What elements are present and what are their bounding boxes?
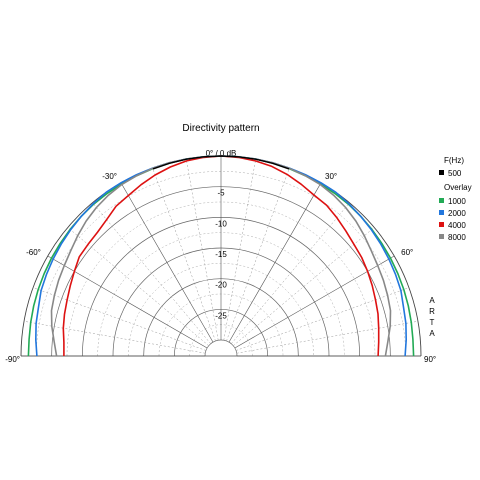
chart-title: Directivity pattern (182, 123, 259, 134)
grid-spoke (120, 182, 214, 343)
grid-spoke (231, 202, 350, 344)
angle-tick-label: 30° (325, 172, 337, 181)
radial-tick-label: -10 (215, 219, 227, 228)
legend-label: 2000 (448, 209, 466, 218)
grid-spoke (226, 167, 290, 342)
angle-tick-label: -60° (26, 248, 41, 257)
watermark-letter: A (429, 296, 435, 305)
watermark-letter: T (430, 318, 435, 327)
grid-spoke (228, 182, 322, 343)
legend-swatch (439, 222, 444, 227)
legend-swatch-reference (439, 170, 444, 175)
grid-spoke (186, 158, 219, 341)
angle-tick-labels: -90° -60° -30° 0° / 0 dB 30° 60° 90° (5, 149, 436, 364)
watermark-letter: A (429, 329, 435, 338)
grid-spoke (92, 202, 211, 344)
legend-swatch (439, 210, 444, 215)
radial-tick-label: -20 (215, 281, 227, 290)
grid-spoke (223, 158, 256, 341)
grid-spoke (235, 287, 410, 351)
radial-tick-label: -5 (217, 189, 225, 198)
grid-spoke (32, 287, 207, 351)
series-line-500 (152, 155, 290, 170)
angle-tick-label: -90° (5, 355, 20, 364)
angle-tick-label: -30° (102, 172, 117, 181)
grid-spoke (47, 255, 208, 349)
angle-tick-label: 90° (424, 355, 436, 364)
grid-spoke (233, 227, 375, 346)
legend-header: F(Hz) (444, 156, 464, 165)
legend-label-reference: 500 (448, 169, 462, 178)
grid-spoke (152, 167, 216, 342)
angle-tick-label: 60° (401, 248, 413, 257)
angle-tick-label: 0° / 0 dB (206, 149, 237, 158)
legend-label: 1000 (448, 197, 466, 206)
legend-swatch (439, 234, 444, 239)
legend-overlay-header: Overlay (444, 183, 472, 192)
grid-spoke (67, 227, 209, 346)
legend-label: 4000 (448, 221, 466, 230)
grid-spoke (23, 321, 206, 354)
watermark-letter: R (429, 307, 435, 316)
grid-spoke (234, 255, 395, 349)
radial-tick-labels: -5 -10 -15 -20 -25 (215, 189, 227, 321)
radial-tick-label: -15 (215, 250, 227, 259)
radial-tick-label: -25 (215, 311, 227, 320)
legend-label: 8000 (448, 233, 466, 242)
series-curves (27, 155, 415, 357)
legend-swatch (439, 198, 444, 203)
grid-spoke (236, 321, 419, 354)
legend: F(Hz) 500 Overlay 1000 2000 4000 8000 (439, 156, 472, 242)
